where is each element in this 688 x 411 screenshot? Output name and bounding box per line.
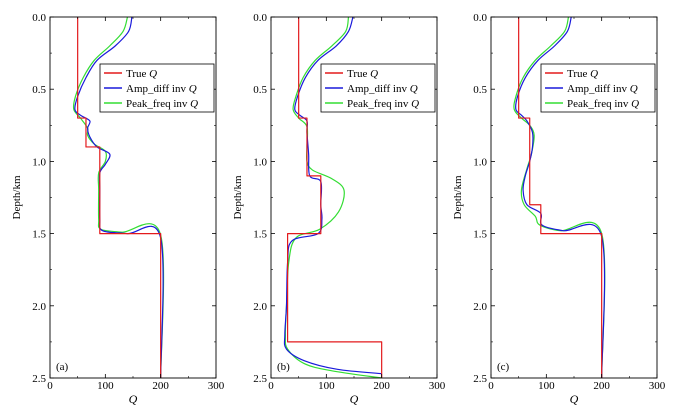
legend: True Q Amp_diff inv Q Peak_freq inv Q bbox=[99, 63, 215, 113]
y-tick-label: 2.0 bbox=[473, 301, 487, 313]
y-tick-label: 0.0 bbox=[253, 12, 267, 24]
y-tick-label: 2.5 bbox=[253, 373, 267, 385]
x-tick-label: 200 bbox=[152, 380, 169, 392]
y-tick-label: 1.5 bbox=[473, 229, 487, 241]
panel-label: (c) bbox=[497, 361, 510, 373]
legend-entry: True Q bbox=[347, 68, 378, 80]
y-tick-label: 2.5 bbox=[32, 373, 46, 385]
legend-entry: Amp_diff inv Q bbox=[347, 83, 418, 95]
x-tick-label: 300 bbox=[429, 380, 446, 392]
legend-box bbox=[320, 63, 436, 113]
x-tick-label: 200 bbox=[593, 380, 610, 392]
y-tick-label: 1.0 bbox=[253, 156, 267, 168]
series-group bbox=[513, 17, 606, 378]
y-axis-label: Depth/km bbox=[11, 175, 23, 219]
y-tick-label: 1.5 bbox=[32, 229, 46, 241]
y-tick-label: 0.0 bbox=[32, 12, 46, 24]
y-tick-label: 2.0 bbox=[32, 301, 46, 313]
legend: True Q Amp_diff inv Q Peak_freq inv Q bbox=[540, 63, 656, 113]
y-tick-label: 1.0 bbox=[32, 156, 46, 168]
y-tick-label: 0.0 bbox=[473, 12, 487, 24]
legend: True Q Amp_diff inv Q Peak_freq inv Q bbox=[320, 63, 436, 113]
series-line-amp-diff-inv-q bbox=[515, 17, 606, 378]
legend-entry: Peak_freq inv Q bbox=[347, 98, 419, 110]
y-axis-label: Depth/km bbox=[452, 175, 464, 219]
y-tick-label: 0.5 bbox=[473, 84, 487, 96]
x-tick-label: 200 bbox=[373, 380, 390, 392]
panel-label: (a) bbox=[56, 361, 69, 373]
legend-entry: Amp_diff inv Q bbox=[126, 83, 197, 95]
panel-1: 0 100 200 300 0.0 0.5 1.0 1.5 2.0 2.5 Q Depth/km (a)… bbox=[11, 12, 225, 406]
x-tick-label: 100 bbox=[538, 380, 555, 392]
legend-entry: Peak_freq inv Q bbox=[126, 98, 198, 110]
series-line-true-q bbox=[518, 17, 603, 378]
series-line-peak-freq-inv-q bbox=[284, 17, 382, 378]
panel-2: 0 100 200 300 0.0 0.5 1.0 1.5 2.0 2.5 Q Depth/km (b)… bbox=[232, 12, 446, 406]
y-axis-label: Depth/km bbox=[232, 175, 244, 219]
y-tick-label: 0.5 bbox=[32, 84, 46, 96]
x-axis-label: Q bbox=[350, 392, 359, 406]
series-group bbox=[72, 17, 165, 378]
x-axis-label: Q bbox=[570, 392, 579, 406]
series-group bbox=[283, 17, 383, 378]
x-tick-label: 300 bbox=[208, 380, 225, 392]
y-tick-label: 2.0 bbox=[253, 301, 267, 313]
y-tick-label: 0.5 bbox=[253, 84, 267, 96]
legend-entry: True Q bbox=[126, 68, 157, 80]
panel-3: 0 100 200 300 0.0 0.5 1.0 1.5 2.0 2.5 Q Depth/km (c)… bbox=[452, 12, 666, 406]
legend-entry: True Q bbox=[567, 68, 598, 80]
y-tick-label: 1.0 bbox=[473, 156, 487, 168]
series-line-amp-diff-inv-q bbox=[283, 17, 382, 375]
panel-label: (b) bbox=[277, 361, 290, 373]
x-tick-label: 100 bbox=[318, 380, 335, 392]
series-line-amp-diff-inv-q bbox=[74, 17, 164, 378]
x-tick-label: 300 bbox=[649, 380, 666, 392]
series-line-true-q bbox=[77, 17, 162, 378]
x-tick-label: 0 bbox=[488, 380, 494, 392]
x-tick-label: 100 bbox=[97, 380, 114, 392]
x-axis-label: Q bbox=[129, 392, 138, 406]
y-tick-label: 2.5 bbox=[473, 373, 487, 385]
y-tick-label: 1.5 bbox=[253, 229, 267, 241]
x-tick-label: 0 bbox=[47, 380, 53, 392]
series-line-peak-freq-inv-q bbox=[513, 17, 606, 378]
series-line-true-q bbox=[287, 17, 383, 378]
legend-entry: Amp_diff inv Q bbox=[567, 83, 638, 95]
legend-entry: Peak_freq inv Q bbox=[567, 98, 639, 110]
x-tick-label: 0 bbox=[268, 380, 274, 392]
